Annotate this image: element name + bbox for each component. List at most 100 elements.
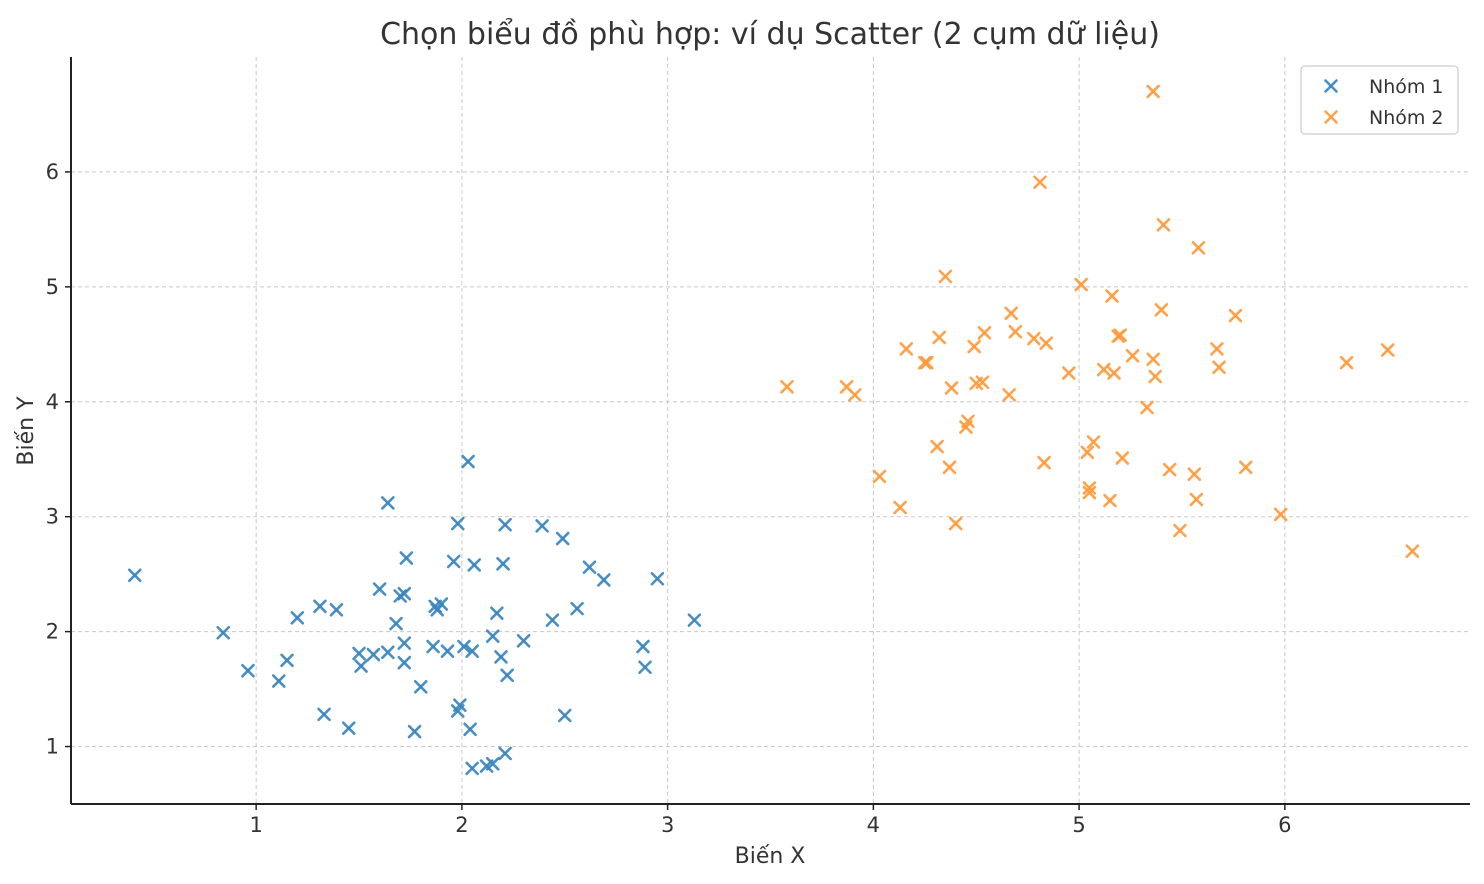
x-tick-label: 1	[249, 813, 262, 837]
data-point-series-1	[467, 558, 482, 572]
data-point-series-1	[397, 636, 412, 650]
data-point-series-2	[1162, 462, 1177, 477]
data-point-series-1	[570, 601, 584, 616]
data-point-series-2	[1210, 342, 1224, 356]
y-tick-label: 2	[46, 620, 59, 644]
data-point-series-1	[555, 531, 570, 546]
data-point-series-2	[1154, 303, 1169, 317]
data-point-series-2	[893, 500, 907, 515]
y-tick-label: 5	[46, 275, 59, 299]
x-tick-label: 5	[1072, 813, 1085, 837]
data-point-series-1	[500, 668, 514, 683]
data-point-series-2	[1405, 544, 1420, 558]
data-point-series-1	[498, 517, 512, 532]
data-point-series-1	[465, 761, 479, 776]
data-point-series-2	[1125, 348, 1140, 363]
data-point-series-2	[1238, 460, 1253, 475]
data-point-series-2	[944, 381, 959, 395]
data-point-series-2	[1191, 240, 1206, 255]
data-point-series-1	[485, 629, 500, 644]
data-point-series-2	[977, 326, 992, 340]
data-point-series-2	[1033, 175, 1047, 190]
chart-title: Chọn biểu đồ phù hợp: ví dụ Scatter (2 c…	[380, 16, 1160, 52]
y-tick-label: 3	[46, 505, 59, 529]
data-point-series-2	[975, 375, 990, 390]
data-point-series-2	[899, 342, 914, 356]
data-point-series-2	[1339, 355, 1354, 370]
data-point-series-1	[313, 599, 327, 614]
data-point-series-1	[216, 625, 231, 640]
y-ticks: 1 2 3 4 5 6	[46, 160, 71, 759]
y-tick-label: 1	[46, 735, 59, 759]
data-point-series-2	[1008, 324, 1023, 339]
data-point-series-2	[1002, 388, 1016, 402]
data-point-series-1	[280, 653, 294, 668]
data-point-series-1	[381, 645, 395, 660]
data-point-series-2	[1380, 343, 1395, 357]
data-point-series-2	[1187, 467, 1202, 481]
legend: Nhóm 1 Nhóm 2	[1300, 65, 1459, 135]
data-point-series-1	[450, 516, 465, 531]
data-point-series-2	[918, 355, 932, 370]
data-point-series-2	[1082, 485, 1097, 500]
data-point-series-2	[1107, 366, 1121, 380]
data-point-series-1	[329, 602, 344, 617]
data-point-series-2	[1146, 84, 1160, 99]
data-point-series-2	[872, 469, 887, 484]
data-point-series-2	[1037, 455, 1051, 470]
data-point-series-1	[413, 679, 428, 694]
data-point-series-1	[440, 644, 455, 658]
data-point-series-2	[1273, 507, 1288, 522]
data-point-series-1	[457, 639, 471, 654]
data-point-series-1	[557, 708, 572, 723]
data-point-series-1	[636, 639, 650, 654]
data-point-series-1	[127, 568, 142, 583]
data-point-series-1	[535, 519, 549, 533]
x-tick-label: 6	[1278, 813, 1291, 837]
data-point-series-1	[341, 721, 356, 735]
data-point-series-2	[848, 388, 862, 402]
data-point-series-2	[1039, 336, 1053, 350]
data-point-series-2	[967, 339, 981, 354]
data-point-series-2	[1148, 369, 1163, 384]
data-point-series-1	[366, 647, 381, 662]
data-point-series-1	[271, 674, 286, 688]
data-point-series-1	[650, 571, 665, 586]
data-point-series-2	[1113, 328, 1128, 342]
data-point-series-2	[1228, 308, 1243, 323]
data-point-series-1	[352, 646, 366, 661]
data-point-series-1	[434, 597, 449, 611]
data-point-series-1	[461, 454, 475, 469]
data-point-series-2	[938, 269, 953, 284]
data-point-series-2	[1074, 277, 1088, 292]
data-point-series-2	[1103, 493, 1117, 508]
data-points	[127, 84, 1420, 776]
data-point-series-1	[496, 557, 510, 571]
data-point-series-1	[399, 551, 414, 565]
legend-marker-1	[1324, 79, 1338, 93]
grid-lines	[71, 57, 1470, 804]
data-point-series-1	[485, 756, 500, 771]
legend-box	[1300, 65, 1459, 135]
data-point-series-2	[948, 516, 963, 531]
axes	[70, 57, 1470, 805]
data-point-series-2	[1189, 492, 1204, 507]
data-point-series-2	[1146, 352, 1160, 367]
data-point-series-1	[446, 554, 461, 569]
data-point-series-2	[961, 414, 975, 429]
y-tick-label: 6	[46, 160, 59, 184]
data-point-series-2	[780, 380, 794, 394]
data-point-series-1	[597, 573, 611, 587]
data-point-series-2	[1156, 217, 1171, 232]
data-point-series-1	[389, 616, 403, 631]
data-point-series-1	[582, 560, 597, 575]
y-tick-label: 4	[46, 390, 59, 414]
data-point-series-2	[920, 355, 934, 370]
data-point-series-2	[1115, 451, 1130, 465]
x-tick-label: 3	[661, 813, 674, 837]
data-point-series-2	[1140, 400, 1154, 415]
data-point-series-1	[490, 606, 504, 621]
data-point-series-2	[1004, 306, 1019, 321]
data-point-series-1	[516, 634, 531, 648]
data-point-series-2	[1027, 331, 1041, 346]
